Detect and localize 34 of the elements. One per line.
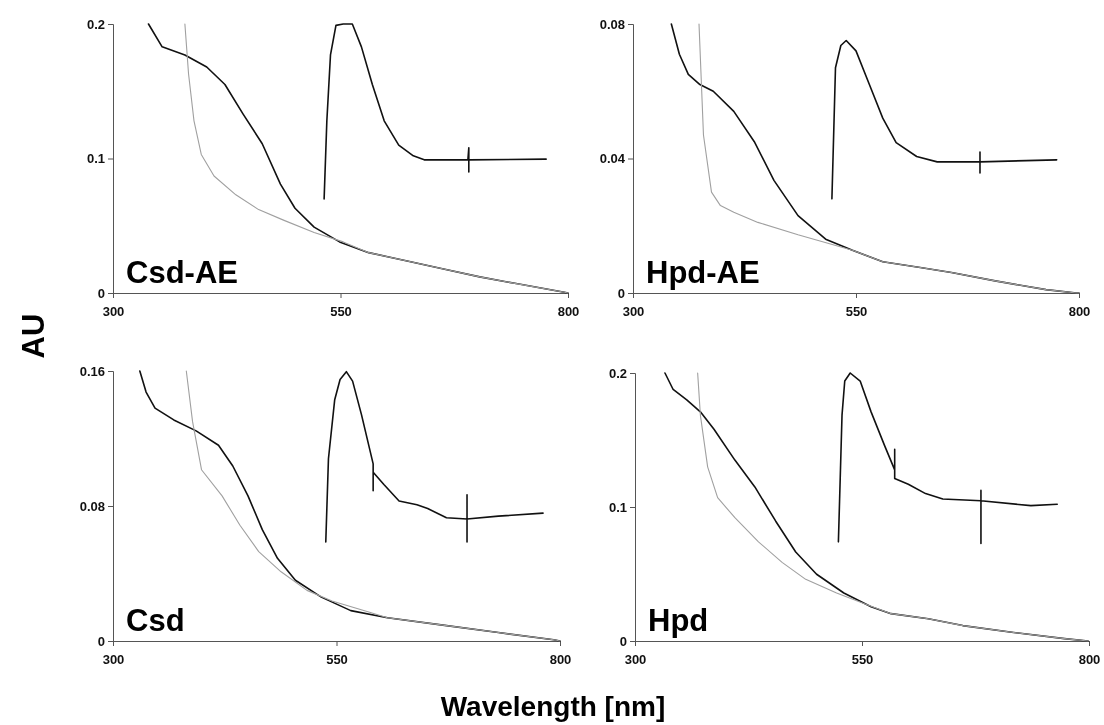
x-tick-label: 300 xyxy=(102,304,125,320)
line-series xyxy=(831,39,1058,200)
y-tick-label: 0 xyxy=(97,633,105,649)
text: Hpd xyxy=(648,603,709,638)
x-tick-label: 550 xyxy=(845,304,868,320)
y-tick-label: 0 xyxy=(617,285,625,301)
x-tick-label: 550 xyxy=(330,304,352,320)
text: Csd-AE xyxy=(126,255,238,290)
y-axis-title: AU xyxy=(16,313,51,359)
y-tick-label: 0.04 xyxy=(599,151,626,167)
y-tick-label: 0.08 xyxy=(599,16,625,32)
line-series xyxy=(323,23,547,200)
x-tick-label: 800 xyxy=(549,652,572,668)
y-tick-label: 0.1 xyxy=(86,151,105,167)
y-tick-label: 0 xyxy=(97,285,105,301)
line-series xyxy=(837,372,1059,545)
line-series xyxy=(324,370,544,543)
x-tick-label: 800 xyxy=(557,304,580,320)
x-tick-label: 300 xyxy=(624,652,647,668)
x-tick-label: 550 xyxy=(326,652,348,668)
y-tick-label: 0.2 xyxy=(608,365,627,381)
y-tick-label: 0.1 xyxy=(608,499,627,515)
x-tick-label: 800 xyxy=(1068,304,1091,320)
text: Csd xyxy=(126,603,185,638)
y-tick-label: 0.2 xyxy=(86,16,105,32)
x-tick-label: 300 xyxy=(102,652,125,668)
y-tick-label: 0.08 xyxy=(79,498,105,514)
x-tick-label: 800 xyxy=(1078,652,1101,668)
x-tick-label: 550 xyxy=(851,652,874,668)
y-tick-label: 0 xyxy=(619,633,627,649)
y-tick-label: 0.16 xyxy=(79,363,105,379)
text: Hpd-AE xyxy=(646,255,760,290)
x-axis-title: Wavelength [nm] xyxy=(440,691,666,722)
x-tick-label: 300 xyxy=(622,304,645,320)
